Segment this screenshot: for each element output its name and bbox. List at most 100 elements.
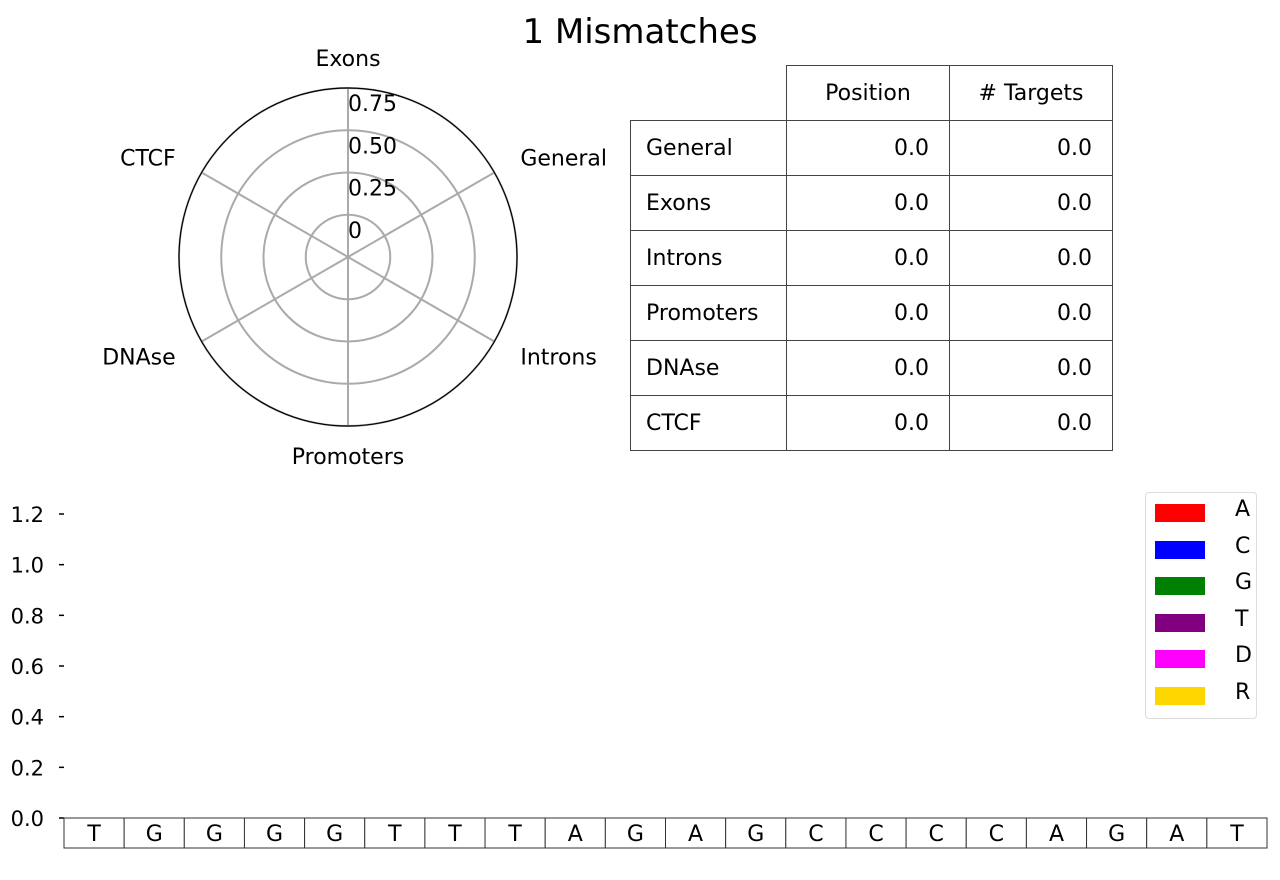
sequence-base-label: A (1049, 822, 1064, 847)
radar-ring (220, 129, 476, 385)
radar-ring-label: 0 (348, 219, 362, 244)
sequence-base-label: A (688, 822, 703, 847)
row-label: CTCF (630, 395, 787, 451)
y-tick-label: 0.0 (11, 807, 44, 831)
sequence-base-label: C (868, 822, 883, 847)
position-value: 0.0 (786, 285, 950, 341)
targets-value: 0.0 (949, 175, 1113, 231)
sequence-base-label: T (1229, 822, 1244, 847)
legend-item: R (1155, 677, 1255, 713)
column-header-position: Position (786, 65, 950, 121)
radar-axis-label: DNAse (102, 346, 175, 371)
row-label: Introns (630, 230, 787, 286)
table-row: Promoters 0.0 0.0 (630, 285, 1113, 341)
sequence-base-label: G (146, 822, 163, 847)
row-label: Exons (630, 175, 787, 231)
table-row: Exons 0.0 0.0 (630, 175, 1113, 231)
sequence-base-label: C (928, 822, 943, 847)
legend-swatch (1155, 540, 1205, 559)
sequence-base-label: T (507, 822, 522, 847)
targets-value: 0.0 (949, 340, 1113, 396)
sequence-base-label: G (627, 822, 644, 847)
sequence-cell (665, 817, 727, 849)
sequence-base-label: G (206, 822, 223, 847)
table-row: DNAse 0.0 0.0 (630, 340, 1113, 396)
y-tick-label: 0.8 (11, 604, 44, 628)
sequence-base-label: G (1108, 822, 1125, 847)
sequence-cell (243, 817, 306, 849)
sequence-logo-chart: 0.00.20.40.60.81.01.2T G G G G T T T A G A G C C C C A G A… (11, 503, 1268, 849)
y-tick-label: 0.6 (11, 655, 44, 679)
legend-label: G (1235, 570, 1253, 595)
legend-label: C (1235, 533, 1251, 559)
row-label: Promoters (630, 285, 787, 341)
targets-value: 0.0 (949, 285, 1113, 341)
radar-ring-label: 0.50 (348, 134, 397, 159)
position-value: 0.0 (786, 340, 950, 396)
radar-ring (262, 171, 434, 343)
legend-label: R (1235, 679, 1251, 705)
legend-swatch (1155, 650, 1205, 668)
position-value: 0.0 (786, 175, 950, 231)
targets-value: 0.0 (949, 120, 1113, 176)
sequence-base-label: T (387, 822, 402, 847)
position-value: 0.0 (786, 395, 950, 451)
sequence-base-label: C (808, 822, 823, 847)
sequence-cell (905, 817, 967, 849)
sequence-cell (484, 817, 546, 849)
legend-label: T (1235, 606, 1249, 632)
radar-frame (178, 87, 518, 427)
sequence-cell (965, 817, 1027, 849)
sequence-cell (304, 817, 366, 849)
table-header-row: Position # Targets (630, 65, 1113, 121)
sequence-cell (1146, 817, 1208, 849)
radar-axis-label: Promoters (292, 445, 404, 470)
legend-item: D (1155, 640, 1255, 676)
chart-title: 1 Mismatches (522, 12, 758, 52)
row-label: DNAse (630, 340, 787, 396)
position-value: 0.0 (786, 230, 950, 286)
table-row: CTCF 0.0 0.0 (630, 395, 1113, 451)
summary-table: Position # Targets General 0.0 0.0 Exons… (630, 65, 1113, 451)
y-tick-label: 0.2 (11, 756, 44, 780)
legend-swatch (1155, 577, 1205, 595)
y-tick-label: 0.4 (11, 706, 44, 730)
legend-swatch (1155, 686, 1205, 705)
legend-item: A (1155, 494, 1255, 530)
legend-label: D (1235, 643, 1252, 668)
y-tick-label: 1.0 (11, 554, 44, 578)
sequence-base-label: A (1169, 822, 1184, 847)
position-value: 0.0 (786, 120, 950, 176)
radar-ring (304, 213, 392, 301)
radar-ring-label: 0.75 (348, 92, 397, 117)
sequence-base-label: G (266, 822, 283, 847)
targets-value: 0.0 (949, 395, 1113, 451)
sequence-base-label: A (568, 822, 583, 847)
sequence-cell (785, 817, 847, 849)
row-label: General (630, 120, 787, 176)
table-row: Introns 0.0 0.0 (630, 230, 1113, 286)
radar-axis-label: General (520, 147, 607, 172)
sequence-cell (1206, 817, 1268, 849)
sequence-cell (544, 817, 606, 849)
sequence-cell (725, 817, 787, 849)
radar-axis-label: Exons (315, 47, 380, 72)
legend-item: T (1155, 604, 1255, 640)
radar-chart: 0 0.25 0.50 0.75 Exons General Introns Promoter… (102, 47, 607, 470)
legend-label: A (1235, 497, 1251, 522)
sequence-base-label: T (86, 822, 101, 847)
radar-axis-label: Introns (520, 346, 596, 371)
sequence-cell (604, 817, 666, 849)
legend-item: C (1155, 531, 1255, 567)
sequence-base-label: T (447, 822, 462, 847)
table-row: General 0.0 0.0 (630, 120, 1113, 176)
sequence-base-label: C (989, 822, 1004, 847)
legend-swatch (1155, 504, 1205, 522)
sequence-cell (845, 817, 907, 849)
sequence-base-label: G (326, 822, 343, 847)
table-corner (630, 65, 787, 121)
sequence-cell (1086, 817, 1148, 849)
radar-ring-label: 0.25 (348, 177, 397, 202)
radar-axis-label: CTCF (120, 147, 176, 172)
